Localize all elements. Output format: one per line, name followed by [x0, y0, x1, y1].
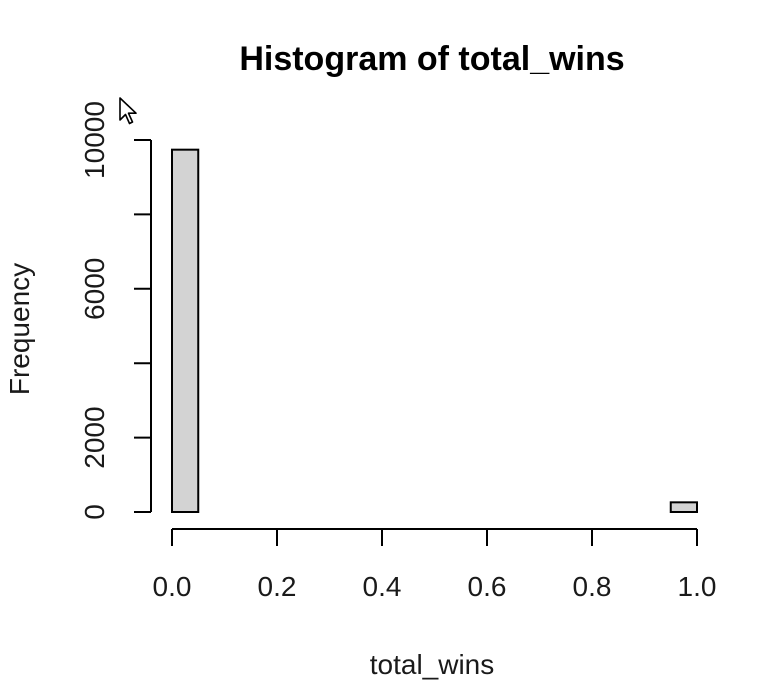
- y-tick-label: 2000: [79, 406, 110, 468]
- x-tick-label: 0.0: [153, 571, 192, 602]
- histogram-bar: [669, 501, 698, 514]
- bars: [171, 148, 698, 514]
- chart-title: Histogram of total_wins: [239, 40, 624, 78]
- y-tick-label: 6000: [79, 258, 110, 320]
- x-tick-label: 0.4: [363, 571, 402, 602]
- mouse-cursor-icon: [119, 97, 137, 125]
- x-axis: 0.0 0.2 0.4 0.6 0.8 1.0: [153, 528, 717, 602]
- x-tick-label: 0.6: [468, 571, 507, 602]
- y-axis-label: Frequency: [4, 263, 35, 395]
- x-tick-label: 1.0: [678, 571, 717, 602]
- x-tick-label: 0.2: [258, 571, 297, 602]
- x-tick-label: 0.8: [573, 571, 612, 602]
- histogram-bar: [171, 148, 200, 513]
- y-axis: 0 2000 6000 10000: [79, 101, 152, 520]
- x-axis-label: total_wins: [370, 649, 495, 680]
- y-tick-label: 0: [79, 504, 110, 520]
- y-tick-label: 10000: [79, 101, 110, 179]
